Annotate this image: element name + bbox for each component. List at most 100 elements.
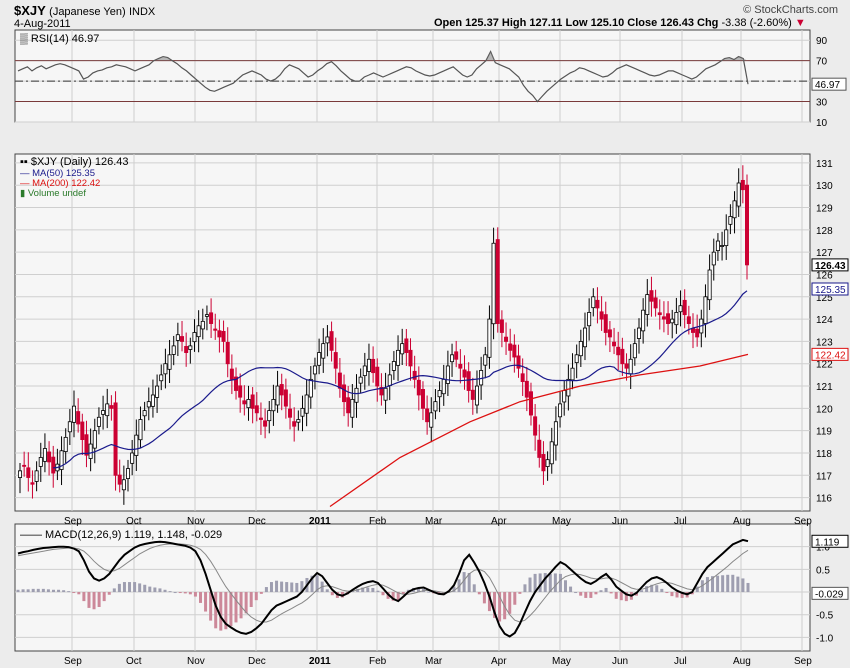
price-candle: [587, 312, 592, 327]
price-last-label: 126.43: [815, 261, 846, 272]
rsi-tick-label: 10: [816, 118, 828, 129]
price-candle: [649, 290, 654, 302]
macd-histogram-bar: [427, 591, 431, 593]
price-tick-label: 124: [816, 315, 833, 326]
price-candle: [34, 470, 39, 482]
price-candle: [167, 354, 172, 370]
price-candle: [188, 345, 193, 350]
price-candle: [263, 420, 268, 427]
price-candle: [26, 467, 31, 478]
macd-histogram-bar: [584, 592, 588, 598]
ohlc-value-open: 125.37: [465, 17, 499, 29]
macd-histogram-bar: [133, 582, 137, 593]
x-tick-label: Jul: [674, 656, 687, 667]
price-candle: [138, 419, 143, 441]
macd-tick-label: 0.5: [816, 565, 830, 576]
macd-histogram-bar: [21, 589, 25, 593]
macd-histogram-bar: [396, 592, 400, 601]
price-candle: [279, 384, 284, 396]
x-tick-label: Sep: [794, 656, 812, 667]
macd-histogram-bar: [178, 592, 182, 594]
macd-histogram-bar: [574, 592, 578, 594]
macd-last-label: 1.119: [815, 537, 840, 548]
price-title: ▪▪ $XJY (Daily) 126.43: [20, 156, 128, 168]
price-candle: [196, 325, 201, 338]
x-tick-label: Sep: [64, 656, 82, 667]
price-candle: [624, 363, 629, 369]
price-candle: [661, 316, 666, 320]
macd-histogram-bar: [569, 586, 573, 593]
price-candle: [441, 378, 446, 395]
price-candle: [695, 328, 700, 338]
macd-signal-line: [17, 543, 749, 623]
x-tick-label: Mar: [425, 656, 443, 667]
macd-title: —— MACD(12,26,9) 1.119, 1.148, -0.029: [20, 529, 222, 541]
macd-histogram-bar: [376, 590, 380, 593]
macd-histogram-bar: [214, 592, 218, 629]
x-tick-label: Aug: [733, 516, 751, 527]
macd-histogram-bar: [513, 592, 517, 605]
price-candle: [117, 474, 122, 485]
price-candle: [213, 328, 218, 331]
price-candle: [445, 365, 450, 384]
macd-histogram-bar: [275, 580, 279, 593]
price-candle: [603, 314, 608, 333]
price-candle: [121, 479, 126, 491]
macd-histogram-bar: [416, 587, 420, 593]
ohlc-value-low: 125.10: [590, 17, 625, 29]
price-candle: [499, 319, 504, 333]
price-candle: [242, 400, 247, 405]
legend-entry-1: — MA(200) 122.42: [20, 178, 100, 189]
price-candle: [620, 348, 625, 365]
price-candle: [76, 411, 81, 425]
price-candle: [437, 390, 442, 398]
macd-histogram-bar: [487, 592, 491, 612]
price-last-label: 122.42: [815, 350, 846, 361]
price-tick-label: 121: [816, 382, 833, 393]
x-tick-label: May: [552, 516, 571, 527]
macd-histogram-bar: [117, 583, 121, 593]
price-candle: [599, 311, 604, 320]
macd-histogram-bar: [675, 592, 679, 598]
price-candle: [379, 387, 384, 396]
macd-last-box: [811, 534, 849, 548]
macd-histogram-bar: [224, 592, 228, 630]
price-candle: [537, 439, 542, 458]
price-candle: [524, 380, 529, 398]
ohlc-readout: Open 125.37 High 127.11 Low 125.10 Close…: [434, 17, 806, 29]
price-candle: [454, 351, 459, 360]
price-candle: [92, 430, 97, 449]
price-candle: [358, 376, 363, 384]
price-candle: [516, 355, 521, 369]
price-candle: [288, 408, 293, 418]
rsi-line: [17, 50, 749, 103]
macd-histogram-bar: [72, 592, 76, 594]
price-candle: [371, 358, 376, 374]
price-candle: [645, 294, 650, 315]
price-tick-label: 118: [816, 449, 832, 460]
price-last-box: [811, 282, 849, 296]
price-candle: [354, 387, 359, 403]
price-candle: [346, 397, 351, 414]
price-candle: [337, 372, 342, 389]
price-candle: [549, 441, 554, 465]
price-candle: [508, 343, 513, 351]
rsi-last-box: [811, 77, 847, 91]
x-tick-label: Apr: [491, 656, 507, 667]
price-candle: [420, 389, 425, 409]
price-candle: [462, 369, 467, 378]
x-tick-label: Jun: [612, 516, 628, 527]
macd-histogram-bar: [690, 592, 694, 595]
price-candle: [429, 412, 434, 428]
ohlc-value-high: 127.11: [529, 17, 563, 29]
x-tick-label: Apr: [491, 516, 507, 527]
macd-histogram-bar: [92, 592, 96, 610]
panel-macd: [14, 523, 811, 652]
price-candle: [545, 459, 550, 467]
macd-histogram-bar: [650, 584, 654, 593]
macd-line: [17, 538, 749, 638]
exchange: INDX: [128, 6, 156, 18]
price-candle: [192, 332, 197, 343]
macd-histogram-bar: [36, 588, 40, 593]
macd-histogram-bar: [624, 592, 628, 602]
